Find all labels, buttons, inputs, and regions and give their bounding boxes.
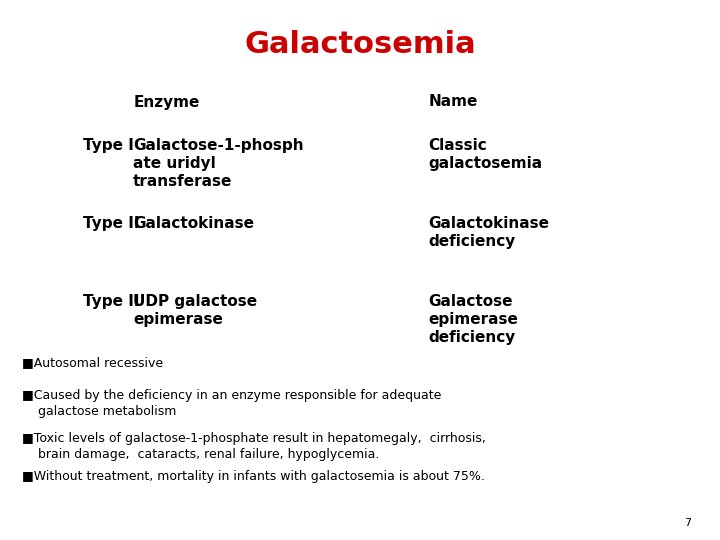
Text: Type II: Type II	[83, 216, 139, 231]
Text: Name: Name	[428, 94, 478, 110]
Text: Galactose-1-phosph
ate uridyl
transferase: Galactose-1-phosph ate uridyl transferas…	[133, 138, 304, 188]
Text: UDP galactose
epimerase: UDP galactose epimerase	[133, 294, 257, 327]
Text: Galactokinase: Galactokinase	[133, 216, 254, 231]
Text: ■Autosomal recessive: ■Autosomal recessive	[22, 356, 163, 369]
Text: Galactokinase
deficiency: Galactokinase deficiency	[428, 216, 549, 249]
Text: Classic
galactosemia: Classic galactosemia	[428, 138, 543, 171]
Text: Type I: Type I	[83, 138, 134, 153]
Text: Galactose
epimerase
deficiency: Galactose epimerase deficiency	[428, 294, 518, 345]
Text: 7: 7	[684, 518, 691, 528]
Text: Enzyme: Enzyme	[133, 94, 199, 110]
Text: Galactosemia: Galactosemia	[244, 30, 476, 59]
Text: ■Caused by the deficiency in an enzyme responsible for adequate
    galactose me: ■Caused by the deficiency in an enzyme r…	[22, 389, 441, 418]
Text: ■Toxic levels of galactose-1-phosphate result in hepatomegaly,  cirrhosis,
    b: ■Toxic levels of galactose-1-phosphate r…	[22, 432, 485, 461]
Text: Type II: Type II	[83, 294, 139, 309]
Text: ■Without treatment, mortality in infants with galactosemia is about 75%.: ■Without treatment, mortality in infants…	[22, 470, 485, 483]
